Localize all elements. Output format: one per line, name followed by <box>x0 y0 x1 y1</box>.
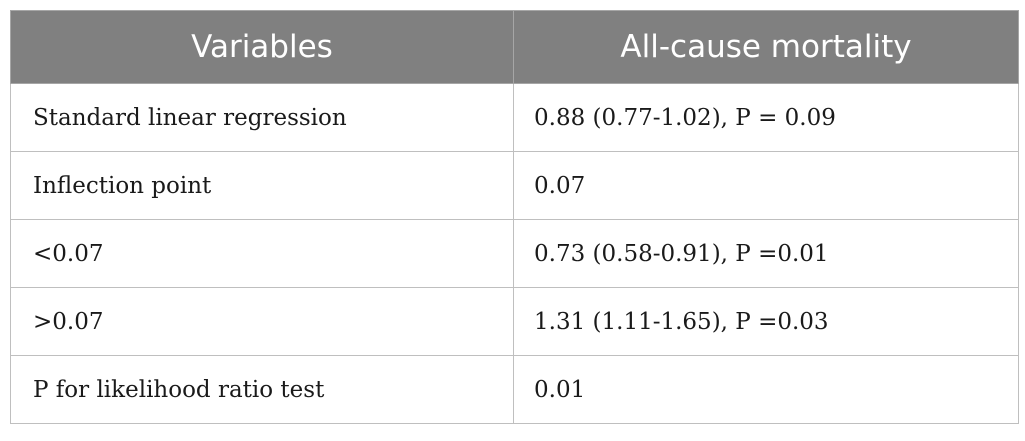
header-all-cause-mortality: All-cause mortality <box>513 10 1019 84</box>
row-value-cell: 0.07 <box>513 151 1019 220</box>
header-row: Variables All-cause mortality <box>10 10 1019 84</box>
row-variable-cell: Inflection point <box>10 151 514 220</box>
header-variables: Variables <box>10 10 514 84</box>
row-variable-cell: Standard linear regression <box>10 83 514 152</box>
row-value-cell: 0.73 (0.58-0.91), P =0.01 <box>513 219 1019 288</box>
row-variable-cell: >0.07 <box>10 287 514 356</box>
table-row: Standard linear regression 0.88 (0.77-1.… <box>10 83 1019 152</box>
row-variable-cell: <0.07 <box>10 219 514 288</box>
table-row: >0.07 1.31 (1.11-1.65), P =0.03 <box>10 287 1019 356</box>
table-header: Variables All-cause mortality <box>10 10 1019 84</box>
table-row: <0.07 0.73 (0.58-0.91), P =0.01 <box>10 219 1019 288</box>
row-value-cell: 0.88 (0.77-1.02), P = 0.09 <box>513 83 1019 152</box>
row-value-cell: 1.31 (1.11-1.65), P =0.03 <box>513 287 1019 356</box>
table-row: P for likelihood ratio test 0.01 <box>10 355 1019 424</box>
results-table: Variables All-cause mortality Standard l… <box>10 10 1019 424</box>
row-value-cell: 0.01 <box>513 355 1019 424</box>
table-body: Standard linear regression 0.88 (0.77-1.… <box>10 83 1019 424</box>
row-variable-cell: P for likelihood ratio test <box>10 355 514 424</box>
table-row: Inflection point 0.07 <box>10 151 1019 220</box>
